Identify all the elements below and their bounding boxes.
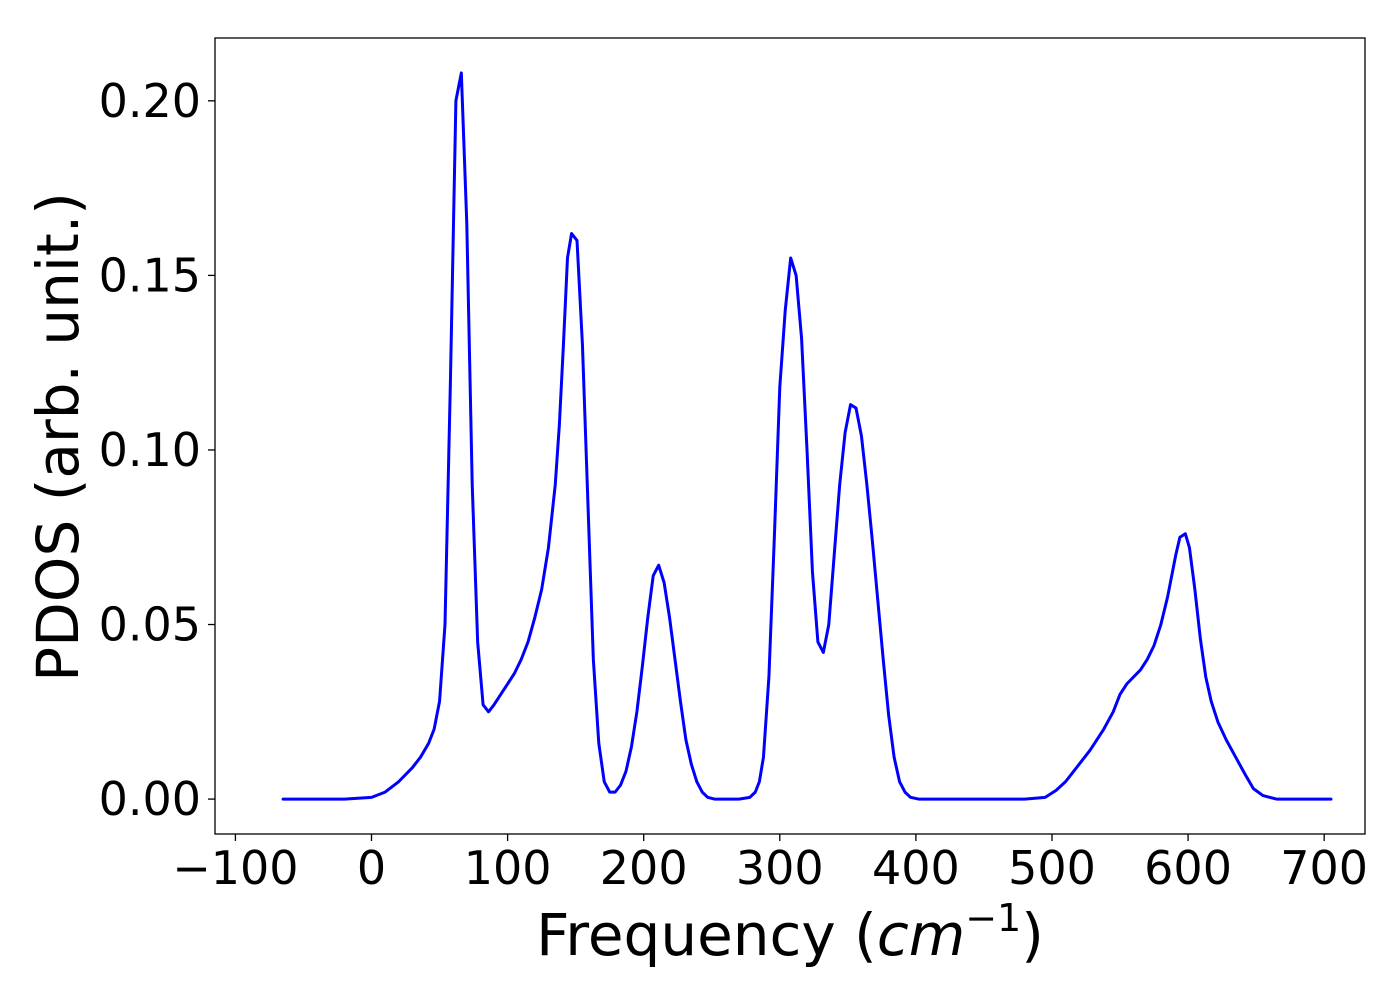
x-tick-label: 500 — [1008, 841, 1096, 895]
x-axis-ticks: −100 0 100 200 300 400 500 600 700 — [172, 834, 1368, 895]
x-tick-label: 0 — [357, 841, 386, 895]
y-tick-label: 0.05 — [99, 598, 201, 652]
y-tick-label: 0.20 — [99, 74, 201, 128]
x-tick-label: 300 — [736, 841, 824, 895]
x-tick-label: 700 — [1280, 841, 1368, 895]
x-tick-label: −100 — [172, 841, 298, 895]
x-tick-label: 100 — [464, 841, 552, 895]
y-tick-label: 0.10 — [99, 423, 201, 477]
x-tick-label: 400 — [872, 841, 960, 895]
y-tick-label: 0.15 — [99, 248, 201, 302]
pdos-series-line — [281, 71, 1333, 801]
y-tick-label: 0.00 — [99, 772, 201, 826]
plot-frame — [214, 37, 1366, 835]
x-axis-title: Frequency (cm−1) — [536, 896, 1044, 969]
x-tick-label: 600 — [1144, 841, 1232, 895]
y-axis-ticks: 0.00 0.05 0.10 0.15 0.20 — [99, 74, 215, 826]
y-axis-title: PDOS (arb. unit.) — [24, 192, 92, 682]
x-tick-label: 200 — [600, 841, 688, 895]
